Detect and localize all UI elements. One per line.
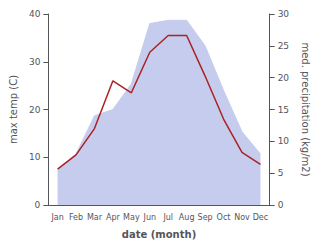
svg-text:Jul: Jul (162, 213, 173, 222)
svg-text:Feb: Feb (69, 213, 83, 222)
svg-text:med. precipitation (kg/m2): med. precipitation (kg/m2) (300, 42, 311, 176)
svg-text:30: 30 (278, 9, 290, 19)
svg-text:20: 20 (278, 73, 290, 83)
svg-text:0: 0 (278, 200, 284, 210)
svg-text:40: 40 (29, 9, 41, 19)
svg-text:Apr: Apr (106, 213, 121, 222)
svg-text:25: 25 (278, 41, 289, 51)
svg-text:Mar: Mar (87, 213, 103, 222)
svg-text:Dec: Dec (253, 213, 268, 222)
svg-text:10: 10 (29, 152, 41, 162)
svg-text:20: 20 (29, 105, 41, 115)
svg-text:0: 0 (35, 200, 41, 210)
svg-text:Aug: Aug (179, 213, 195, 222)
svg-text:Sep: Sep (198, 213, 213, 222)
svg-text:30: 30 (29, 57, 41, 67)
svg-text:Jan: Jan (50, 213, 63, 222)
svg-text:10: 10 (278, 136, 290, 146)
svg-text:Oct: Oct (217, 213, 231, 222)
svg-text:date (month): date (month) (122, 229, 196, 240)
svg-text:Jun: Jun (143, 213, 157, 222)
svg-text:15: 15 (278, 105, 289, 115)
svg-text:max temp (C): max temp (C) (8, 75, 19, 144)
svg-text:May: May (123, 213, 140, 222)
svg-text:Nov: Nov (234, 213, 250, 222)
svg-text:5: 5 (278, 168, 284, 178)
